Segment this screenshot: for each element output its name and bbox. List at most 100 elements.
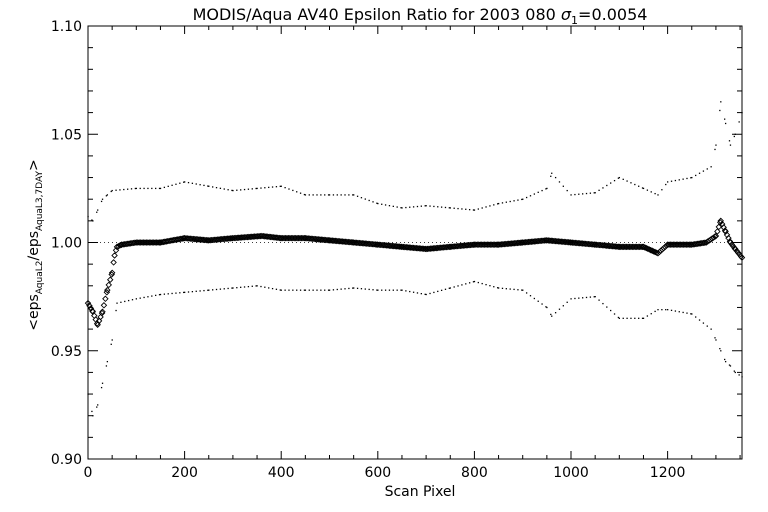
data-point — [478, 282, 479, 283]
data-point — [634, 318, 635, 319]
data-point — [638, 318, 639, 319]
data-point — [551, 316, 552, 317]
data-point — [116, 303, 117, 304]
data-point — [657, 194, 658, 195]
data-point — [188, 291, 189, 292]
data-point — [111, 260, 116, 265]
data-point — [401, 290, 402, 291]
data-point — [353, 287, 354, 288]
data-point — [671, 181, 672, 182]
series-lower-envelope — [87, 281, 742, 417]
data-point — [256, 188, 257, 189]
data-point — [586, 193, 587, 194]
x-tick-label: 400 — [268, 465, 295, 481]
data-point — [714, 337, 715, 338]
data-point — [208, 186, 209, 187]
data-point — [506, 288, 507, 289]
data-point — [288, 188, 289, 189]
data-point — [131, 188, 132, 189]
data-point — [179, 292, 180, 293]
data-point — [426, 205, 427, 206]
data-point — [445, 289, 446, 290]
data-point — [729, 140, 730, 141]
data-point — [381, 290, 382, 291]
data-point — [675, 310, 676, 311]
data-point — [348, 194, 349, 195]
data-point — [626, 180, 627, 181]
data-point — [686, 178, 687, 179]
data-point — [485, 206, 486, 207]
data-point — [725, 123, 726, 124]
data-point — [647, 190, 648, 191]
data-point — [530, 295, 531, 296]
data-point — [595, 296, 596, 297]
data-point — [124, 301, 125, 302]
data-point — [454, 208, 455, 209]
data-point — [123, 189, 124, 190]
title-main: MODIS/Aqua AV40 Epsilon Ratio for 2003 0… — [193, 5, 561, 24]
data-point — [667, 309, 668, 310]
data-point — [510, 201, 511, 202]
data-point — [450, 287, 451, 288]
x-axis-label: Scan Pixel — [385, 484, 456, 500]
data-point — [555, 177, 556, 178]
data-point — [651, 313, 652, 314]
data-point — [155, 295, 156, 296]
data-point — [433, 292, 434, 293]
data-point — [337, 289, 338, 290]
data-point — [517, 289, 518, 290]
data-point — [538, 301, 539, 302]
data-point — [522, 290, 523, 291]
data-point — [682, 179, 683, 180]
x-tick-labels: 0 200 400 600 800 1000 1200 — [84, 465, 686, 481]
data-point — [695, 175, 696, 176]
data-point — [199, 290, 200, 291]
data-point — [502, 288, 503, 289]
data-point — [699, 319, 700, 320]
data-point — [598, 190, 599, 191]
data-point — [634, 184, 635, 185]
data-point — [482, 207, 483, 208]
data-point — [735, 372, 736, 373]
data-point — [598, 299, 599, 300]
data-point — [184, 181, 185, 182]
data-point — [469, 282, 470, 283]
data-point — [441, 290, 442, 291]
data-point — [97, 404, 98, 405]
data-point — [155, 188, 156, 189]
data-point — [739, 374, 740, 375]
data-point — [699, 173, 700, 174]
data-point — [292, 290, 293, 291]
data-point — [103, 296, 108, 301]
data-point — [344, 288, 345, 289]
data-point — [140, 297, 141, 298]
data-point — [340, 194, 341, 195]
data-point — [252, 188, 253, 189]
data-point — [164, 294, 165, 295]
data-point — [563, 305, 564, 306]
data-point — [720, 350, 721, 351]
data-point — [417, 292, 418, 293]
data-point — [661, 189, 662, 190]
data-point — [264, 287, 265, 288]
y-tick-labels: 0.900.951.001.051.10 — [51, 19, 82, 468]
data-point — [333, 194, 334, 195]
data-point — [602, 303, 603, 304]
data-point — [691, 177, 692, 178]
data-point — [454, 286, 455, 287]
data-point — [510, 288, 511, 289]
data-point — [324, 290, 325, 291]
data-point — [91, 411, 92, 412]
data-point — [320, 290, 321, 291]
data-point — [256, 285, 257, 286]
data-point — [570, 194, 571, 195]
data-point — [136, 188, 137, 189]
y-tick-label: 1.10 — [51, 19, 82, 35]
data-point — [437, 206, 438, 207]
data-point — [623, 318, 624, 319]
data-point — [184, 292, 185, 293]
data-point — [329, 194, 330, 195]
data-point — [522, 199, 523, 200]
data-point — [232, 287, 233, 288]
data-point — [112, 339, 113, 340]
